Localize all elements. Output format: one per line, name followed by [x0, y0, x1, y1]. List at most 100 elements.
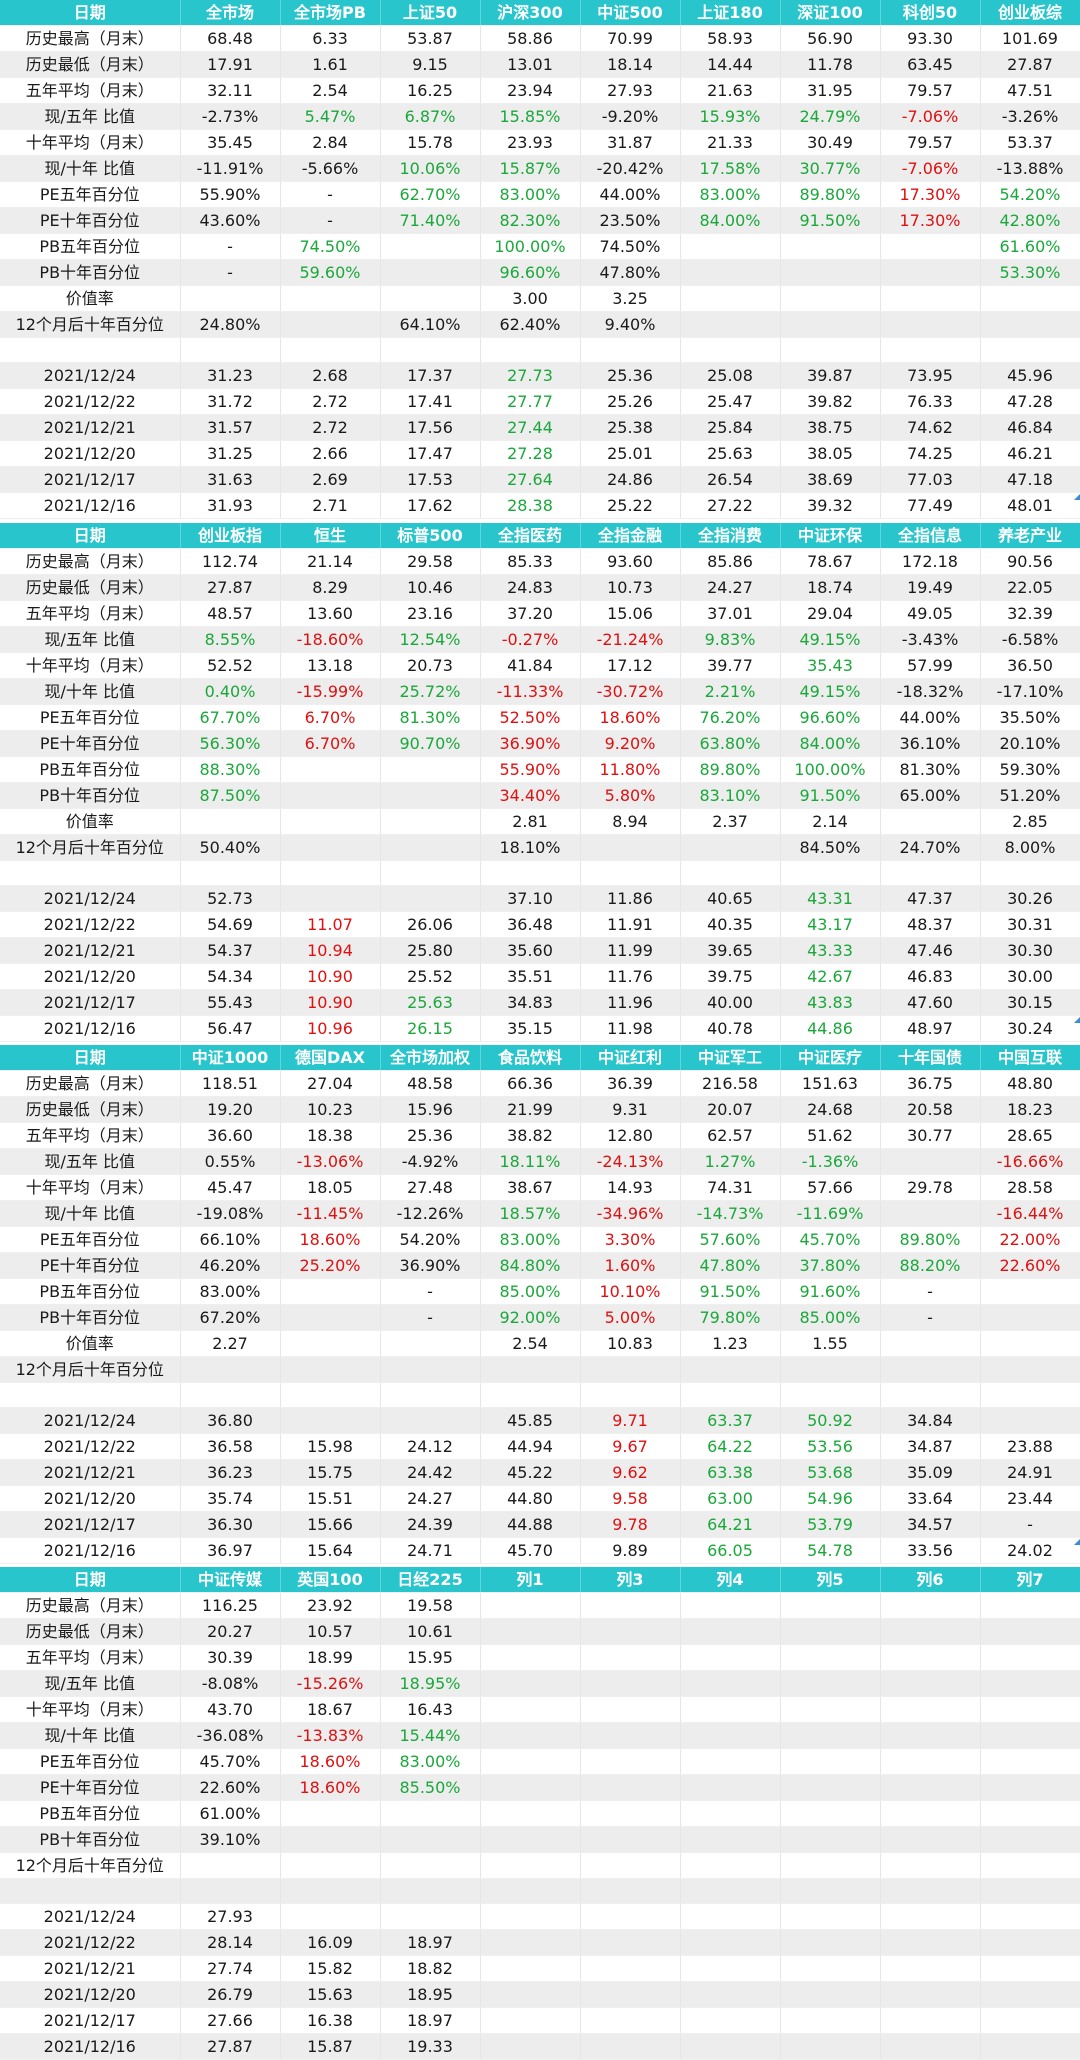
data-cell[interactable]: 44.00%	[880, 704, 981, 731]
data-cell[interactable]	[280, 1330, 381, 1357]
data-cell[interactable]: -13.88%	[980, 155, 1080, 182]
data-cell[interactable]: 50.92	[780, 1407, 881, 1434]
data-cell[interactable]	[780, 311, 881, 338]
data-cell[interactable]: 17.37	[380, 362, 481, 389]
data-cell[interactable]: 36.80	[180, 1407, 281, 1434]
data-cell[interactable]	[380, 782, 481, 809]
data-cell[interactable]: 29.58	[380, 548, 481, 575]
data-cell[interactable]: 87.50%	[180, 782, 281, 809]
data-cell[interactable]	[880, 1382, 981, 1408]
data-cell[interactable]: 10.10%	[580, 1278, 681, 1305]
row-label-cell[interactable]: 2021/12/21	[0, 414, 181, 441]
data-cell[interactable]	[780, 1644, 881, 1671]
data-cell[interactable]	[980, 1278, 1080, 1305]
data-cell[interactable]: 31.57	[180, 414, 281, 441]
data-cell[interactable]	[980, 285, 1080, 312]
data-cell[interactable]	[580, 834, 681, 861]
data-cell[interactable]: 67.70%	[180, 704, 281, 731]
data-cell[interactable]	[880, 1148, 981, 1175]
data-cell[interactable]	[680, 1981, 781, 2008]
data-cell[interactable]: 19.33	[380, 2033, 481, 2060]
data-cell[interactable]	[480, 1722, 581, 1749]
table-resize-handle-icon[interactable]	[1074, 1017, 1080, 1023]
data-cell[interactable]: 16.43	[380, 1696, 481, 1723]
column-header[interactable]: 上证50	[380, 0, 481, 26]
data-cell[interactable]: 10.57	[280, 1618, 381, 1645]
row-label-cell[interactable]: 十年平均（月末）	[0, 1174, 181, 1201]
column-header[interactable]: 全市场PB	[280, 0, 381, 26]
data-cell[interactable]	[480, 1748, 581, 1775]
data-cell[interactable]	[980, 1644, 1080, 1671]
data-cell[interactable]: 96.60%	[780, 704, 881, 731]
data-cell[interactable]: 18.23	[980, 1096, 1080, 1123]
data-cell[interactable]	[680, 1382, 781, 1408]
data-cell[interactable]	[780, 1929, 881, 1956]
data-cell[interactable]: 39.87	[780, 362, 881, 389]
data-cell[interactable]	[480, 1826, 581, 1853]
data-cell[interactable]: 25.52	[380, 963, 481, 990]
data-cell[interactable]: 43.60%	[180, 207, 281, 234]
data-cell[interactable]	[380, 259, 481, 286]
data-cell[interactable]: 6.33	[280, 25, 381, 52]
data-cell[interactable]: -21.24%	[580, 626, 681, 653]
data-cell[interactable]	[880, 1592, 981, 1619]
data-cell[interactable]: 18.99	[280, 1644, 381, 1671]
row-label-cell[interactable]	[0, 1382, 181, 1408]
row-label-cell[interactable]: 五年平均（月末）	[0, 600, 181, 627]
data-cell[interactable]	[480, 1800, 581, 1827]
data-cell[interactable]: 34.57	[880, 1511, 981, 1538]
data-cell[interactable]	[880, 1981, 981, 2008]
data-cell[interactable]	[780, 1618, 881, 1645]
data-cell[interactable]: 39.75	[680, 963, 781, 990]
data-cell[interactable]	[680, 259, 781, 286]
row-label-cell[interactable]: PE五年百分位	[0, 1748, 181, 1775]
data-cell[interactable]	[280, 337, 381, 363]
data-cell[interactable]: 21.63	[680, 77, 781, 104]
data-cell[interactable]	[180, 808, 281, 835]
data-cell[interactable]: 24.27	[380, 1485, 481, 1512]
data-cell[interactable]: 44.00%	[580, 181, 681, 208]
data-cell[interactable]: 2.54	[480, 1330, 581, 1357]
column-header[interactable]: 创业板指	[180, 523, 281, 549]
data-cell[interactable]: 3.00	[480, 285, 581, 312]
data-cell[interactable]: 22.60%	[980, 1252, 1080, 1279]
row-label-cell[interactable]: 2021/12/20	[0, 1981, 181, 2008]
data-cell[interactable]	[880, 2007, 981, 2034]
data-cell[interactable]: 15.98	[280, 1433, 381, 1460]
data-cell[interactable]	[480, 2007, 581, 2034]
data-cell[interactable]	[380, 233, 481, 260]
data-cell[interactable]: 46.83	[880, 963, 981, 990]
data-cell[interactable]: 85.00%	[780, 1304, 881, 1331]
data-cell[interactable]: 28.38	[480, 492, 581, 519]
data-cell[interactable]	[680, 2033, 781, 2060]
data-cell[interactable]: 52.73	[180, 885, 281, 912]
data-cell[interactable]	[980, 2033, 1080, 2060]
data-cell[interactable]: 15.87%	[480, 155, 581, 182]
column-header[interactable]: 列1	[480, 1567, 581, 1593]
data-cell[interactable]: -3.26%	[980, 103, 1080, 130]
data-cell[interactable]: 85.33	[480, 548, 581, 575]
data-cell[interactable]	[480, 1618, 581, 1645]
data-cell[interactable]	[280, 808, 381, 835]
data-cell[interactable]: 53.68	[780, 1459, 881, 1486]
data-cell[interactable]: 1.60%	[580, 1252, 681, 1279]
data-cell[interactable]: 25.38	[580, 414, 681, 441]
data-cell[interactable]: 62.70%	[380, 181, 481, 208]
data-cell[interactable]	[680, 1670, 781, 1697]
row-label-cell[interactable]: 现/十年 比值	[0, 1200, 181, 1227]
data-cell[interactable]: 38.69	[780, 466, 881, 493]
data-cell[interactable]	[580, 1800, 681, 1827]
data-cell[interactable]: 14.93	[580, 1174, 681, 1201]
data-cell[interactable]	[380, 808, 481, 835]
data-cell[interactable]	[880, 259, 981, 286]
data-cell[interactable]: 25.36	[580, 362, 681, 389]
data-cell[interactable]: 6.70%	[280, 730, 381, 757]
data-cell[interactable]: 50.40%	[180, 834, 281, 861]
data-cell[interactable]: 2.84	[280, 129, 381, 156]
data-cell[interactable]	[680, 1955, 781, 1982]
data-cell[interactable]: 15.87	[280, 2033, 381, 2060]
data-cell[interactable]: 39.82	[780, 388, 881, 415]
column-header[interactable]: 列4	[680, 1567, 781, 1593]
data-cell[interactable]: 18.38	[280, 1122, 381, 1149]
data-cell[interactable]: 82.30%	[480, 207, 581, 234]
